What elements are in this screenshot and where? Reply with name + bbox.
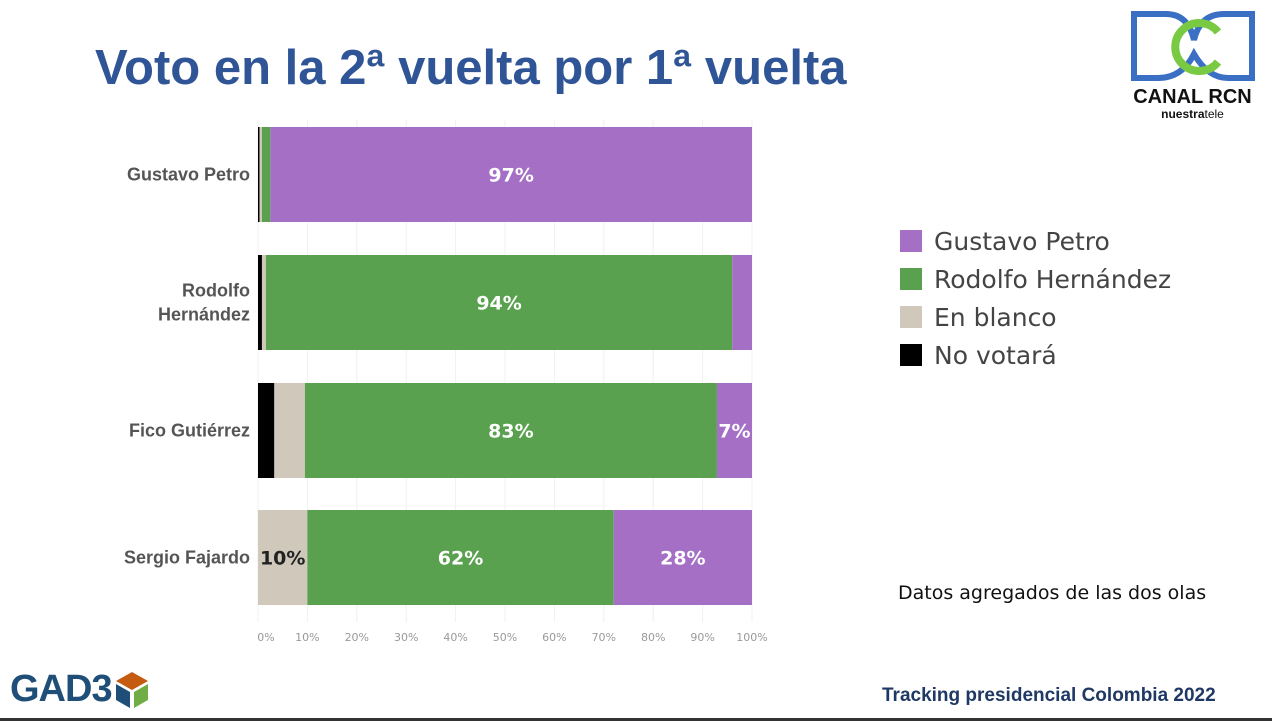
gad3-logo-text: GAD3 [10,668,113,710]
legend-swatch [900,344,922,366]
bar-segment [307,510,614,605]
footer-text: Tracking presidencial Colombia 2022 [882,685,1216,706]
category-label: Hernández [158,305,250,325]
x-tick-label: 30% [394,631,418,644]
bar-segment [258,127,260,222]
category-label: Fico Gutiérrez [129,421,250,441]
chart-note: Datos agregados de las dos olas [898,582,1207,604]
legend-label: En blanco [934,302,1057,332]
x-tick-label: 100% [736,631,767,644]
legend-item: Rodolfo Hernández [900,260,1171,298]
legend-label: Rodolfo Hernández [934,264,1172,294]
bar-segment [274,383,305,478]
bottom-rule [0,718,1272,721]
legend-swatch [900,230,922,252]
legend: Gustavo Petro Rodolfo Hernández En blanco N… [900,222,1171,374]
stacked-bar-chart: 0% 10% 20% 30% 40% 50% 60% 70% 80% 90% 100% Gustavo… [124,120,768,644]
gad3-logo: GAD3 [10,668,152,711]
category-label: Rodolfo [182,281,250,301]
bar-segment [258,255,262,350]
canal-rcn-logo: CANAL RCN nuestratele [1120,10,1265,121]
bar-segment [304,383,717,478]
data-label: 62% [438,548,483,570]
legend-swatch [900,306,922,328]
x-tick-label: 50% [493,631,517,644]
rcn-logo-text: CANAL RCN [1133,86,1252,108]
legend-item: En blanco [900,298,1171,336]
x-tick-label: 80% [641,631,665,644]
bar-segment [732,255,752,350]
category-label: Sergio Fajardo [124,548,250,568]
bar-segment [261,255,266,350]
x-tick-label: 60% [542,631,566,644]
x-tick-label: 40% [443,631,467,644]
legend-swatch [900,268,922,290]
data-label: 28% [660,548,705,570]
data-label: 97% [488,165,533,187]
bar-segment [259,127,262,222]
data-label: 83% [488,421,533,443]
rcn-icon [1130,11,1255,81]
data-label: 7% [718,421,750,443]
bar-segment [258,383,275,478]
data-label: 10% [260,548,305,570]
cube-icon [115,671,148,708]
legend-label: Gustavo Petro [934,226,1110,256]
x-tick-label: 20% [345,631,369,644]
bar-segment [270,127,752,222]
x-tick-label: 10% [295,631,319,644]
bar-segment [716,383,752,478]
bar-segment [265,255,733,350]
bar-segment [613,510,752,605]
rcn-tagline: nuestratele [1161,107,1224,121]
x-tick-label: 90% [690,631,714,644]
x-tick-label: 0% [257,631,274,644]
x-tick-label: 70% [592,631,616,644]
legend-item: Gustavo Petro [900,222,1171,260]
legend-label: No votará [934,340,1057,370]
bar-segment [258,510,308,605]
bar-segment [261,127,271,222]
category-label: Gustavo Petro [127,165,250,185]
legend-item: No votará [900,336,1171,374]
page-title: Voto en la 2ª vuelta por 1ª vuelta [95,41,847,95]
data-label: 94% [476,293,521,315]
